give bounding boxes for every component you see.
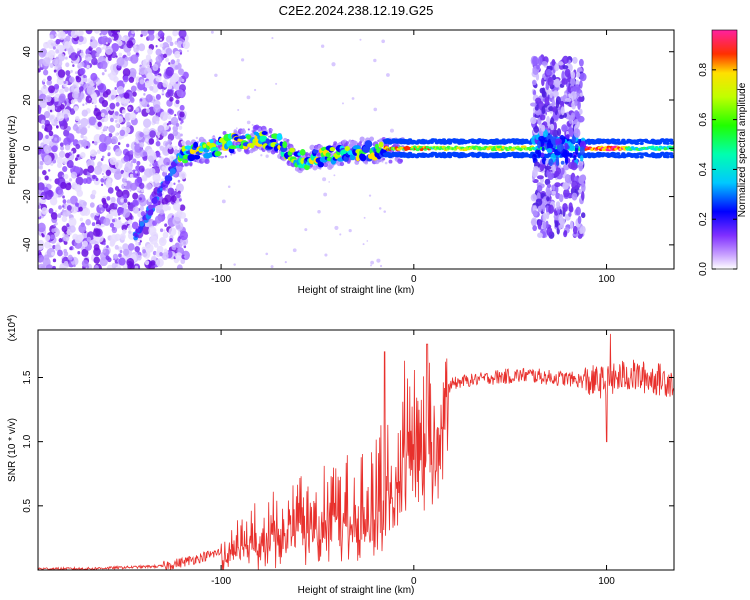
y-tick-label: 0.5 <box>22 498 33 512</box>
x-tick-label: 100 <box>598 576 615 587</box>
spectrogram-plot-area <box>38 30 674 269</box>
spectrogram-frame <box>37 29 675 270</box>
snr-y-axis: 0.5 1.0 1.5 <box>22 370 674 513</box>
snr-x-axis: -100 0 100 <box>211 330 615 587</box>
x-tick-label: -100 <box>211 274 231 285</box>
snr-plot-area <box>38 330 674 570</box>
figure-title: C2E2.2024.238.12.19.G25 <box>279 3 434 18</box>
spectrogram-xlabel: Height of straight line (km) <box>298 285 415 296</box>
x-tick-label: 100 <box>598 274 615 285</box>
colorbar-tick-label: 0.2 <box>698 212 709 226</box>
snr-xlabel: Height of straight line (km) <box>298 585 415 596</box>
x-tick-label: 0 <box>411 576 417 587</box>
signal-band <box>176 124 674 174</box>
y-tick-label: 1.5 <box>22 370 33 384</box>
snr-series-line <box>38 333 674 570</box>
y-tick-label: -20 <box>22 189 33 204</box>
colorbar-tick-label: 0.0 <box>698 262 709 276</box>
y-tick-label: 1.0 <box>22 434 33 448</box>
y-tick-label: -40 <box>22 237 33 252</box>
spectrogram-x-axis: -100 0 100 <box>211 30 615 285</box>
noise-burst <box>530 54 587 239</box>
noise-dots <box>38 30 394 269</box>
y-tick-label: 40 <box>22 46 33 58</box>
spectrogram-panel: -100 0 100 -40 -20 0 20 40 Height of straight … <box>7 29 675 296</box>
y-tick-label: 0 <box>22 145 33 151</box>
x-tick-label: 0 <box>411 274 417 285</box>
snr-frame <box>37 329 675 571</box>
colorbar-tick-label: 0.4 <box>698 162 709 176</box>
x-tick-label: -100 <box>211 576 231 587</box>
snr-ylabel: SNR (10 * v/v) <box>7 418 18 482</box>
colorbar-gradient <box>711 29 738 270</box>
spectrogram-ylabel: Frequency (Hz) <box>7 116 18 185</box>
spectrogram-y-axis: -40 -20 0 20 40 <box>22 46 674 252</box>
colorbar-tick-label: 0.6 <box>698 112 709 126</box>
y-tick-label: 20 <box>22 94 33 106</box>
colorbar-tick-label: 0.8 <box>698 62 709 76</box>
snr-panel: -100 0 100 0.5 1.0 1.5 Height of straight li… <box>7 315 675 596</box>
colorbar-label: Normalized spectral amplitude <box>737 82 748 217</box>
colorbar-ticks: 0.0 0.2 0.4 0.6 0.8 <box>698 62 737 276</box>
snr-multiplier: (x104) <box>7 315 19 342</box>
colorbar: 0.0 0.2 0.4 0.6 0.8 Normalized spectral ampl… <box>698 29 748 276</box>
